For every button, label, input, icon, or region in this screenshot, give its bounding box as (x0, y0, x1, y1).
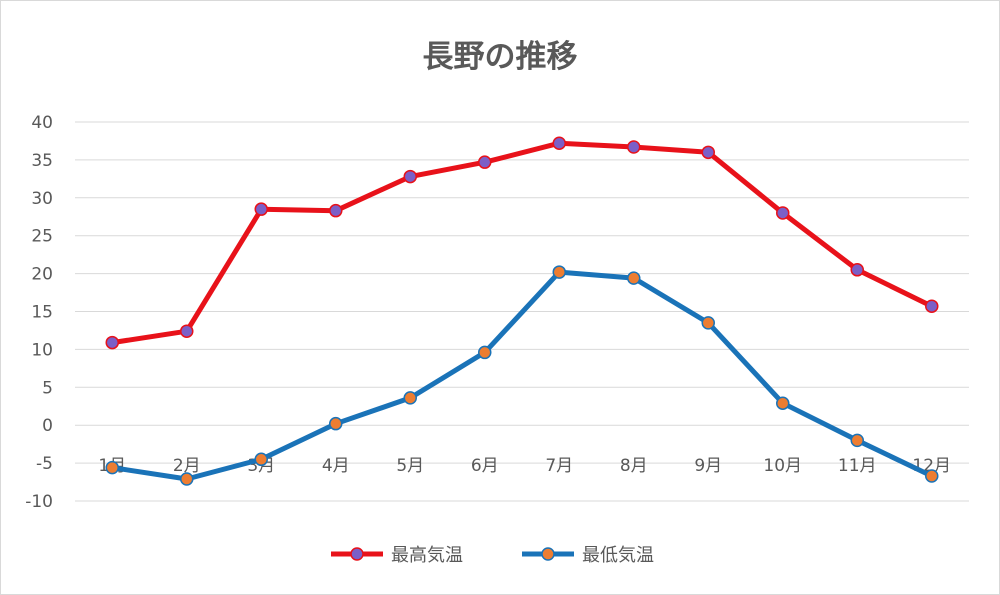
y-tick-label: 40 (31, 113, 53, 133)
x-tick-label: 11月 (838, 456, 877, 476)
series-2-point (254, 452, 268, 467)
series-1-point (254, 202, 268, 216)
x-tick-label: 10月 (763, 456, 802, 476)
series-2-point (478, 345, 492, 360)
series-1-point (329, 203, 343, 218)
y-tick-label: -5 (36, 454, 53, 474)
legend-marker-2 (541, 547, 555, 561)
legend-label-1: 最高気温 (391, 545, 463, 566)
y-tick-label: 10 (31, 340, 53, 360)
series-1-point (180, 324, 194, 338)
series-1-point (105, 335, 119, 350)
series-line-2 (109, 269, 935, 482)
series-1-point (627, 140, 641, 154)
series-2-point (701, 316, 715, 330)
y-tick-label: 25 (31, 227, 53, 247)
chart-title: 長野の推移 (422, 39, 578, 75)
y-tick-label: -10 (25, 492, 53, 512)
series-2-point (776, 396, 790, 410)
series-2-point (627, 271, 641, 285)
series-1-point (850, 263, 864, 277)
x-tick-label: 2月 (173, 456, 201, 476)
series-2-point (925, 469, 939, 483)
y-tick-label: 20 (31, 265, 53, 285)
series-1-point (403, 169, 417, 184)
x-tick-label: 8月 (620, 456, 648, 476)
series-2-point (105, 460, 119, 475)
series-2-point (850, 433, 864, 448)
y-tick-label: 0 (42, 416, 53, 436)
series-1-point (552, 136, 566, 150)
series-line-1 (109, 140, 935, 346)
legend-label-2: 最低気温 (582, 545, 654, 566)
series-2-point (552, 265, 566, 279)
x-tick-label: 4月 (322, 456, 350, 476)
y-tick-label: 35 (31, 151, 53, 171)
x-tick-label: 7月 (545, 456, 573, 476)
y-tick-label: 30 (31, 189, 53, 209)
series-1-point (776, 206, 790, 220)
x-tick-label: 9月 (694, 456, 722, 476)
series-1-point (701, 145, 715, 160)
series-2-point (403, 391, 417, 405)
series-1-point (925, 299, 939, 313)
series-2-point (180, 472, 194, 486)
y-tick-label: 5 (42, 378, 53, 398)
x-tick-label: 6月 (471, 456, 499, 476)
x-tick-label: 5月 (396, 456, 424, 476)
y-tick-label: 15 (31, 303, 53, 323)
series-1-point (478, 155, 492, 169)
legend-marker-1 (350, 547, 364, 561)
series-2-point (329, 416, 343, 431)
